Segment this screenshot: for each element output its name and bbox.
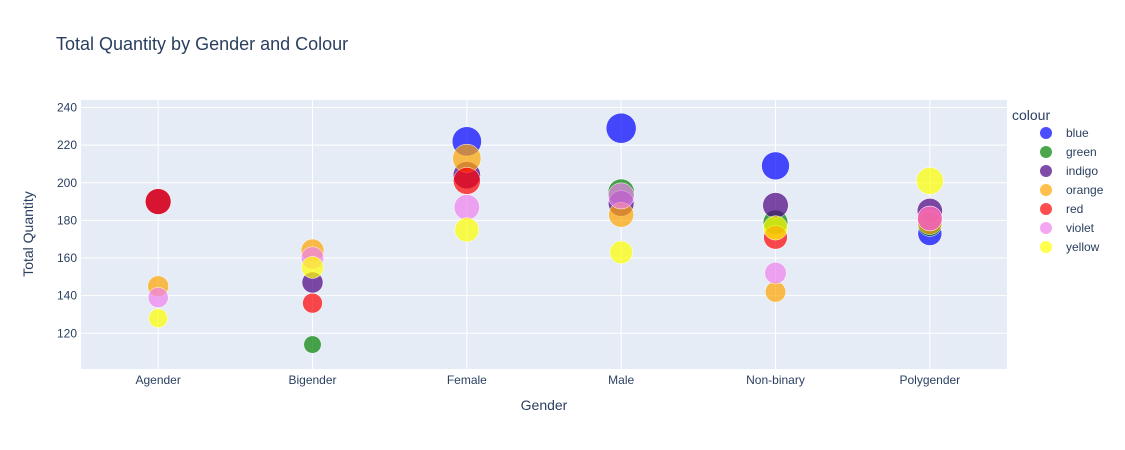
data-point[interactable]	[764, 281, 787, 303]
legend-marker	[1040, 184, 1052, 196]
data-point[interactable]	[764, 262, 787, 285]
legend-item-violet[interactable]: violet	[1040, 221, 1095, 235]
y-tick-label: 140	[57, 289, 77, 303]
data-point[interactable]	[303, 335, 322, 354]
legend-item-red[interactable]: red	[1040, 202, 1083, 216]
legend-item-indigo[interactable]: indigo	[1040, 164, 1098, 178]
y-tick-label: 160	[57, 251, 77, 265]
legend[interactable]: colour blue green indigo orange red violet yel…	[1012, 107, 1104, 254]
legend-marker	[1040, 203, 1052, 215]
data-point[interactable]	[302, 292, 323, 314]
x-tick-label: Non-binary	[746, 373, 805, 387]
y-tick-label: 240	[57, 101, 77, 115]
y-tick-label: 220	[57, 138, 77, 152]
legend-label: violet	[1066, 221, 1095, 235]
data-point[interactable]	[454, 217, 480, 243]
chart-title: Total Quantity by Gender and Colour	[56, 34, 348, 54]
data-point[interactable]	[609, 240, 633, 265]
legend-item-orange[interactable]: orange	[1040, 183, 1104, 197]
data-point[interactable]	[917, 205, 943, 232]
data-point[interactable]	[453, 194, 480, 221]
x-tick-label: Polygender	[899, 373, 960, 387]
legend-items[interactable]: blue green indigo orange red violet yellow	[1040, 126, 1104, 254]
data-point[interactable]	[762, 192, 789, 219]
legend-marker	[1040, 165, 1052, 177]
x-axis-ticks: Agender Bigender Female Male Non-binary Polyg…	[135, 373, 960, 387]
legend-label: indigo	[1066, 164, 1098, 178]
x-axis-title: Gender	[521, 397, 568, 413]
series-yellow	[148, 167, 944, 328]
data-point[interactable]	[301, 256, 324, 279]
y-axis-ticks: 120 140 160 180 200 220 240	[57, 101, 77, 341]
legend-label: yellow	[1066, 240, 1100, 254]
legend-marker	[1040, 241, 1052, 253]
legend-item-green[interactable]: green	[1040, 145, 1097, 159]
legend-label: green	[1066, 145, 1097, 159]
legend-item-yellow[interactable]: yellow	[1040, 240, 1100, 254]
data-point[interactable]	[607, 182, 635, 210]
legend-marker	[1040, 127, 1052, 139]
series-violet	[147, 182, 943, 308]
data-points	[145, 112, 944, 354]
legend-marker	[1040, 146, 1052, 158]
y-tick-label: 200	[57, 176, 77, 190]
legend-label: red	[1066, 202, 1083, 216]
legend-title: colour	[1012, 107, 1050, 123]
y-axis-title: Total Quantity	[20, 191, 36, 277]
legend-label: orange	[1066, 183, 1104, 197]
y-tick-label: 120	[57, 326, 77, 340]
data-point[interactable]	[605, 112, 637, 144]
x-tick-label: Male	[608, 373, 634, 387]
x-tick-label: Agender	[135, 373, 180, 387]
data-point[interactable]	[763, 215, 788, 241]
x-tick-label: Bigender	[288, 373, 336, 387]
plot-area	[81, 100, 1007, 369]
legend-label: blue	[1066, 126, 1089, 140]
x-tick-label: Female	[447, 373, 487, 387]
legend-marker	[1040, 222, 1052, 234]
data-point[interactable]	[147, 287, 169, 308]
legend-item-blue[interactable]: blue	[1040, 126, 1089, 140]
data-point[interactable]	[453, 167, 481, 195]
data-point[interactable]	[145, 188, 172, 215]
data-point[interactable]	[916, 167, 944, 195]
data-point[interactable]	[761, 151, 790, 181]
y-tick-label: 180	[57, 213, 77, 227]
data-point[interactable]	[148, 308, 168, 328]
